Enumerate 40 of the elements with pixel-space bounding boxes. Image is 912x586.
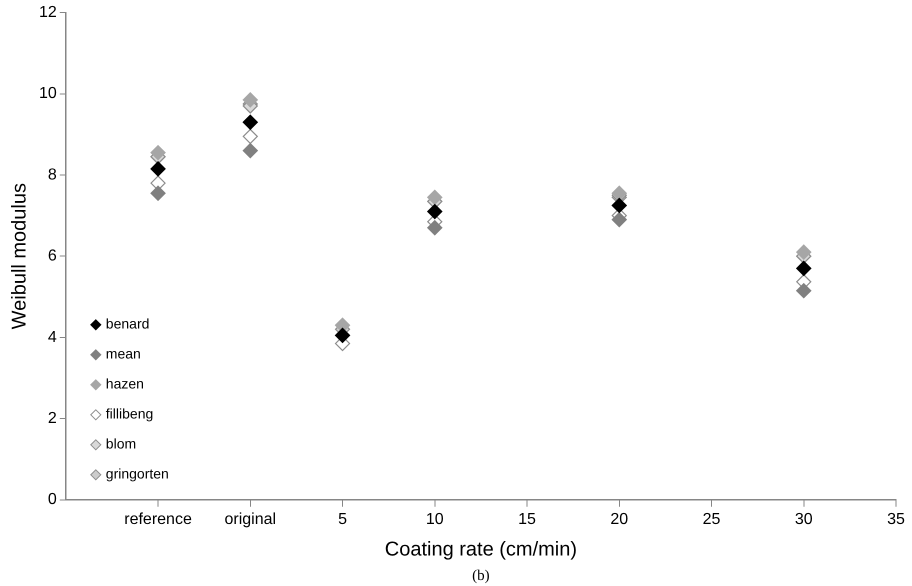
x-tick-label: 10 bbox=[426, 510, 444, 528]
x-axis-title: Coating rate (cm/min) bbox=[384, 538, 578, 561]
y-tick-label: 6 bbox=[48, 248, 57, 265]
y-tick-label: 4 bbox=[48, 328, 57, 346]
y-tick-label: 12 bbox=[39, 4, 57, 22]
x-tick-label: reference bbox=[124, 510, 192, 528]
y-tick-label: 8 bbox=[48, 166, 57, 184]
y-tick-label: 0 bbox=[48, 491, 57, 508]
point bbox=[427, 190, 442, 205]
text: (b) bbox=[472, 568, 490, 584]
point bbox=[796, 244, 812, 260]
x-tick-label: 35 bbox=[887, 510, 905, 528]
point bbox=[796, 260, 812, 276]
legend-label: hazen bbox=[106, 376, 144, 392]
legend-label: blom bbox=[106, 436, 136, 452]
legend-label: benard bbox=[106, 316, 150, 332]
x-tick-label: original bbox=[224, 510, 276, 528]
x-tick-label: 30 bbox=[794, 510, 813, 528]
point bbox=[150, 145, 166, 160]
y-tick-label: 10 bbox=[39, 85, 57, 102]
y-axis-title: Weibull modulus bbox=[8, 183, 31, 330]
x-tick-label: 5 bbox=[338, 510, 348, 528]
point bbox=[796, 283, 812, 298]
point bbox=[242, 128, 258, 144]
point bbox=[427, 204, 442, 220]
legend-label: gringorten bbox=[106, 466, 169, 482]
point bbox=[150, 161, 166, 177]
point bbox=[242, 92, 258, 108]
point bbox=[427, 220, 442, 236]
x-tick-label: 15 bbox=[518, 510, 536, 528]
point bbox=[334, 328, 350, 343]
legend-label: mean bbox=[106, 346, 141, 362]
point bbox=[150, 186, 166, 201]
legend-label: fillibeng bbox=[106, 406, 154, 422]
point bbox=[612, 212, 627, 228]
point bbox=[242, 143, 258, 158]
y-tick-label: 2 bbox=[48, 410, 57, 428]
x-tick-label: 20 bbox=[610, 510, 628, 528]
point bbox=[242, 114, 258, 130]
x-tick-label: 25 bbox=[702, 510, 721, 528]
